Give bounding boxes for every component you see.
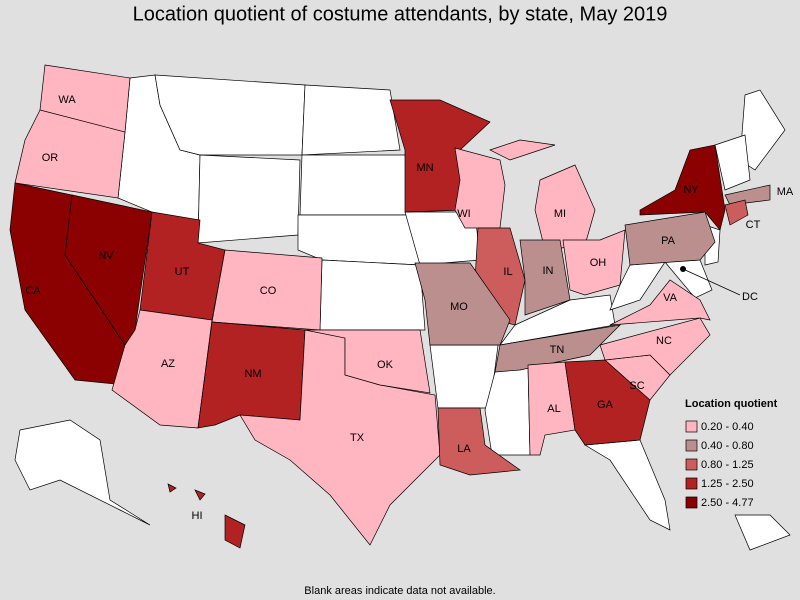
state <box>562 229 626 296</box>
state-label: AZ <box>161 358 175 370</box>
state-label: NM <box>244 368 261 380</box>
state-label: NC <box>656 335 672 347</box>
legend: Location quotient 0.20 - 0.40 0.40 - 0.80… <box>685 398 778 509</box>
state-label: NV <box>98 250 114 262</box>
state-label: PA <box>661 235 676 247</box>
state-label: MA <box>777 186 794 198</box>
state-blank <box>14 419 151 526</box>
state <box>639 144 726 231</box>
state-blank <box>154 74 306 156</box>
legend-title: Location quotient <box>685 398 778 410</box>
footnote: Blank areas indicate data not available. <box>304 585 495 597</box>
legend-swatch <box>685 496 698 509</box>
state-blank <box>299 154 411 216</box>
legend-swatch <box>685 458 698 471</box>
state-label: IL <box>503 266 512 278</box>
state-label: OR <box>42 152 59 164</box>
blank-states <box>14 74 791 551</box>
legend-label: 0.80 - 1.25 <box>701 459 754 471</box>
legend-label: 0.40 - 0.80 <box>701 440 754 452</box>
legend-swatch <box>685 477 698 490</box>
state-label: TN <box>550 344 565 356</box>
state-label: CO <box>260 285 277 297</box>
state-label: WI <box>457 208 470 220</box>
state-label: MO <box>450 301 468 313</box>
state-label: UT <box>175 266 190 278</box>
state <box>304 329 431 394</box>
state-blank <box>714 134 751 191</box>
state <box>437 407 521 476</box>
state-blank <box>319 259 426 331</box>
state-blank <box>499 294 616 346</box>
state-label: MI <box>554 208 566 220</box>
state-label: OH <box>590 257 607 269</box>
state-blank <box>734 514 791 551</box>
state-label: IN <box>543 265 554 277</box>
state <box>167 483 177 493</box>
legend-swatch <box>685 439 698 452</box>
state <box>724 184 771 206</box>
legend-swatch <box>685 420 698 433</box>
state <box>194 489 206 501</box>
state-label: OK <box>377 359 394 371</box>
state-label: NY <box>683 184 699 196</box>
state-label: VA <box>663 292 678 304</box>
state-label: HI <box>192 510 203 522</box>
state <box>224 514 246 549</box>
state-label: GA <box>597 399 614 411</box>
state <box>624 211 716 266</box>
state <box>609 279 711 326</box>
state-label: CA <box>25 285 41 297</box>
state <box>519 239 571 316</box>
states: WA OR CA NV UT AZ CO NM TX OK MN WI MI IL IN OH MO TN LA AL… <box>9 64 794 549</box>
state <box>489 139 556 161</box>
state <box>14 109 126 199</box>
state-label: WA <box>58 94 76 106</box>
state-label: MN <box>416 162 433 174</box>
state-blank <box>609 261 666 311</box>
map-title: Location quotient of costume attendants,… <box>133 3 668 25</box>
state-label: TX <box>350 432 365 444</box>
legend-label: 1.25 - 2.50 <box>701 478 754 490</box>
state-label: CT <box>746 219 761 231</box>
legend-label: 2.50 - 4.77 <box>701 497 754 509</box>
state-blank <box>301 84 401 156</box>
state-label: AL <box>547 403 560 415</box>
legend-label: 0.20 - 0.40 <box>701 421 754 433</box>
state-label: SC <box>629 380 644 392</box>
leader-line <box>682 268 741 296</box>
state-label: DC <box>742 291 758 303</box>
state <box>724 199 749 226</box>
state-blank <box>197 154 301 244</box>
state-label: LA <box>457 443 471 455</box>
